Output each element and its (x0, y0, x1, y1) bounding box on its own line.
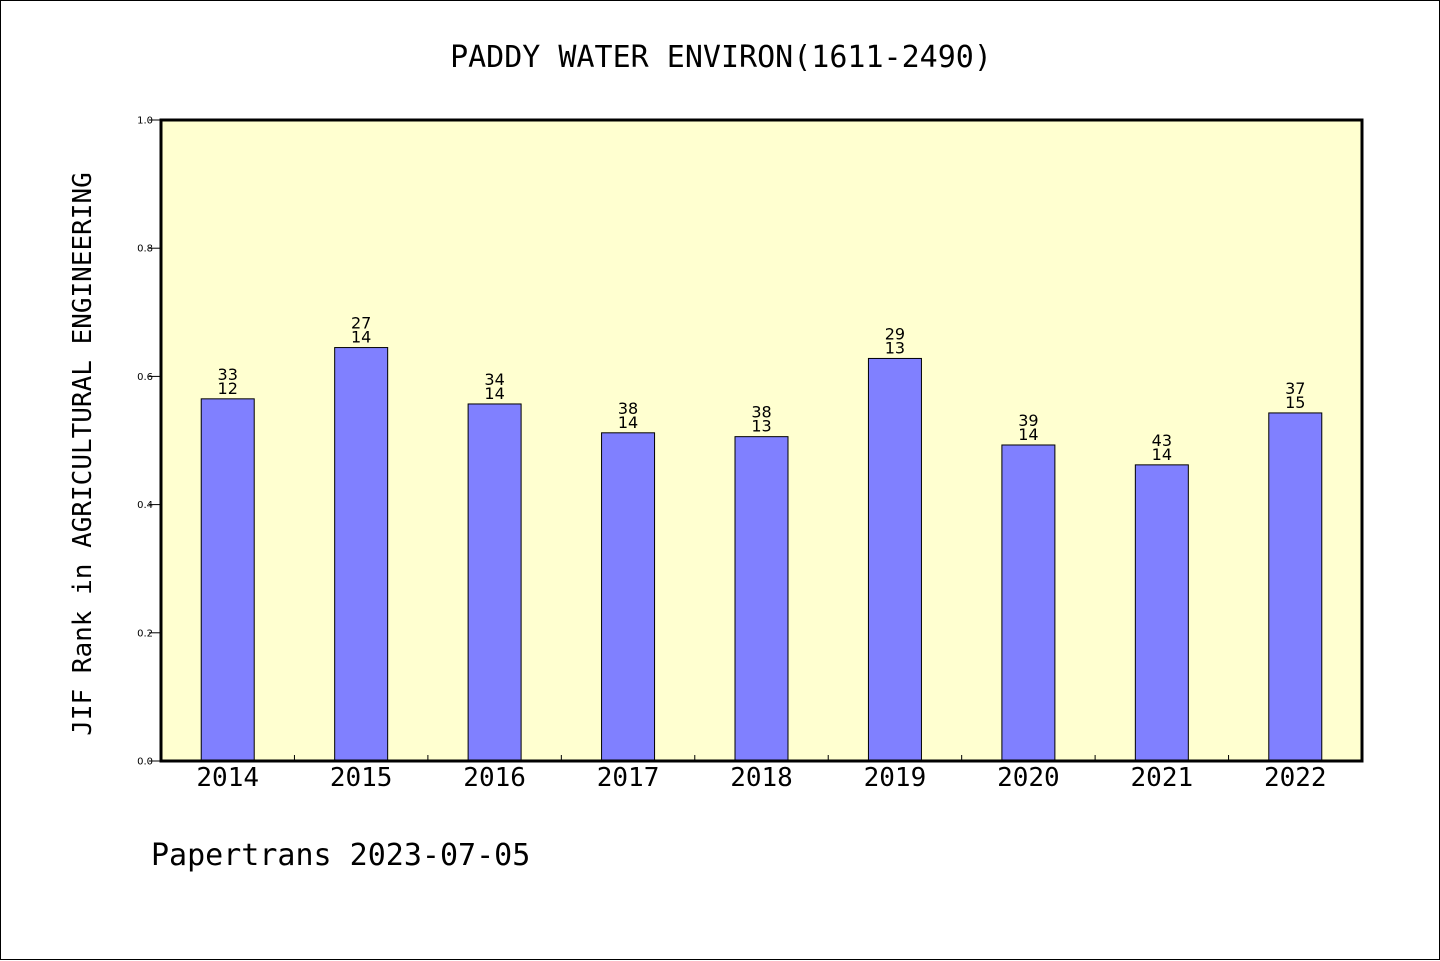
y-tick-label: 0.2 (137, 628, 153, 639)
bar-label-bottom-2020: 14 (1018, 425, 1038, 444)
bar-label-top-2022: 37 (1285, 379, 1305, 398)
bar-2015 (334, 347, 389, 762)
y-tick-label: 0.6 (137, 372, 153, 383)
bar-label-bottom-2015: 14 (351, 328, 371, 347)
chart-title: PADDY WATER ENVIRON(1611-2490) (450, 40, 992, 75)
bar-label-bottom-2017: 14 (618, 413, 638, 432)
bar-label-bottom-2022: 15 (1285, 393, 1305, 412)
bar-label-bottom-2014: 12 (218, 379, 238, 398)
y-tick-label: 1.0 (137, 116, 153, 127)
bar-label-bottom-2016: 14 (484, 384, 504, 403)
bar-label-top-2021: 43 (1152, 431, 1172, 450)
x-tick-label-2021: 2021 (1131, 763, 1194, 793)
x-tick-label-2016: 2016 (463, 763, 526, 793)
bar-2017 (601, 432, 656, 762)
bar-2021 (1134, 464, 1189, 762)
x-tick-label-2022: 2022 (1264, 763, 1327, 793)
x-tick-label-2018: 2018 (730, 763, 793, 793)
y-tick-label: 0.4 (137, 500, 153, 511)
bar-2022 (1268, 412, 1323, 762)
y-tick-label: 0.8 (137, 244, 153, 255)
bar-label-top-2016: 34 (484, 370, 504, 389)
y-tick-label: 0.0 (137, 757, 153, 768)
bar-2019 (867, 357, 922, 762)
x-tick-label-2020: 2020 (997, 763, 1060, 793)
bar-2016 (467, 403, 522, 762)
bar-label-top-2017: 38 (618, 399, 638, 418)
bar-label-bottom-2019: 13 (885, 338, 905, 357)
x-tick-label-2019: 2019 (864, 763, 927, 793)
plot-border (159, 118, 1364, 763)
bar-label-top-2018: 38 (751, 403, 771, 422)
bar-label-bottom-2021: 14 (1152, 445, 1172, 464)
y-axis-label: JIF Rank in AGRICULTURAL ENGINEERING (68, 172, 98, 736)
x-tick-label-2015: 2015 (330, 763, 393, 793)
bar-label-bottom-2018: 13 (751, 417, 771, 436)
x-tick-label-2017: 2017 (597, 763, 660, 793)
bar-2018 (734, 436, 789, 762)
x-tick-label-2014: 2014 (196, 763, 259, 793)
ticks-group: 0.0 0.2 0.4 0.6 0.8 1.0 2014 2015 2016 2017 2018 20… (137, 116, 1326, 794)
bar-2014 (200, 398, 255, 762)
bar-label-top-2020: 39 (1018, 411, 1038, 430)
bars-group (200, 347, 1323, 762)
bar-label-top-2019: 29 (885, 324, 905, 343)
footer-stamp: Papertrans 2023-07-05 (151, 838, 530, 873)
bar-2020 (1001, 444, 1056, 762)
bar-label-top-2015: 27 (351, 314, 371, 333)
bar-label-top-2014: 33 (218, 365, 238, 384)
